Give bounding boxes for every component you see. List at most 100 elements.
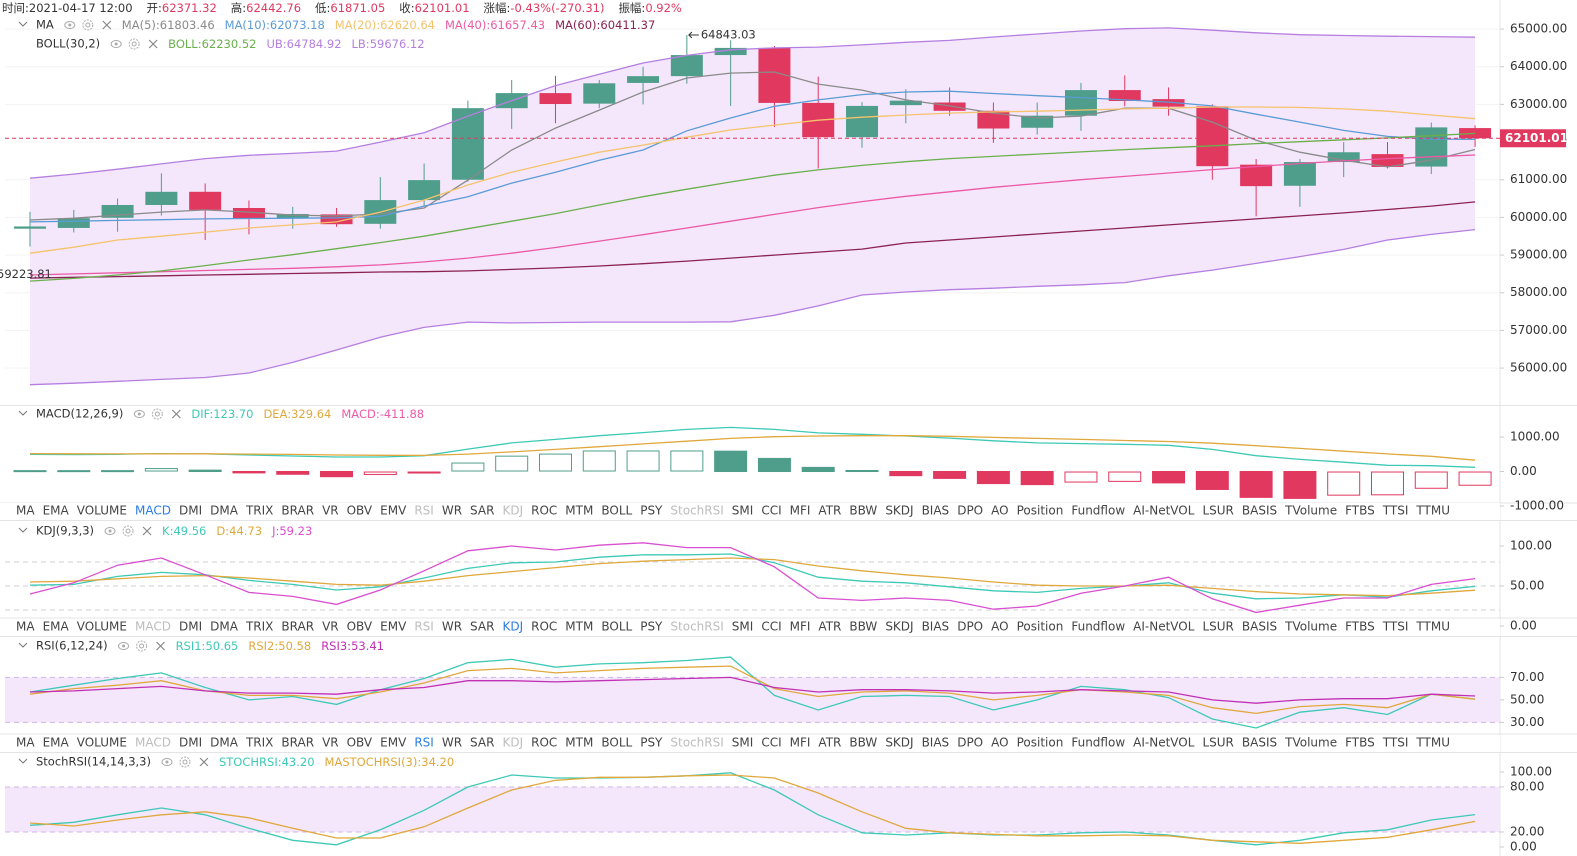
indicator-tab[interactable]: RSI bbox=[414, 504, 434, 518]
indicator-tab[interactable]: Fundflow bbox=[1071, 504, 1125, 518]
indicator-tab[interactable]: VOLUME bbox=[77, 736, 127, 750]
indicator-tab[interactable]: BRAR bbox=[281, 620, 314, 634]
icon-close[interactable] bbox=[171, 409, 181, 419]
indicator-tab[interactable]: TVolume bbox=[1284, 736, 1337, 750]
indicator-tab[interactable]: CCI bbox=[761, 504, 781, 518]
indicator-tab[interactable]: RSI bbox=[414, 620, 434, 634]
indicator-tab[interactable]: ROC bbox=[531, 736, 557, 750]
indicator-tab[interactable]: SAR bbox=[470, 736, 494, 750]
indicator-tab[interactable]: SKDJ bbox=[885, 620, 913, 634]
indicator-tab[interactable]: PSY bbox=[640, 620, 663, 634]
indicator-tab[interactable]: Position bbox=[1017, 504, 1064, 518]
indicator-tab[interactable]: RSI bbox=[414, 736, 434, 750]
icon-settings[interactable] bbox=[122, 525, 134, 537]
icon-settings[interactable] bbox=[128, 38, 140, 50]
indicator-tab[interactable]: TRIX bbox=[245, 736, 273, 750]
indicator-tab[interactable]: FTBS bbox=[1345, 620, 1375, 634]
indicator-tab[interactable]: ROC bbox=[531, 504, 557, 518]
indicator-tab[interactable]: FTBS bbox=[1345, 504, 1375, 518]
indicator-tab[interactable]: TRIX bbox=[245, 620, 273, 634]
indicator-tab[interactable]: LSUR bbox=[1202, 620, 1233, 634]
icon-eye[interactable] bbox=[64, 21, 76, 29]
indicator-tab[interactable]: EMV bbox=[380, 620, 407, 634]
indicator-tab[interactable]: SAR bbox=[470, 504, 494, 518]
indicator-tab[interactable]: MTM bbox=[565, 620, 593, 634]
indicator-tab[interactable]: OBV bbox=[347, 736, 373, 750]
indicator-tab[interactable]: TTSI bbox=[1382, 620, 1409, 634]
indicator-tab[interactable]: WR bbox=[442, 620, 462, 634]
indicator-tab[interactable]: EMA bbox=[43, 736, 70, 750]
indicator-tab[interactable]: CCI bbox=[761, 620, 781, 634]
indicator-tab[interactable]: VR bbox=[322, 736, 339, 750]
indicator-tab[interactable]: SKDJ bbox=[885, 736, 913, 750]
icon-eye[interactable] bbox=[161, 758, 173, 766]
indicator-tab[interactable]: DMA bbox=[210, 736, 239, 750]
indicator-tab[interactable]: EMV bbox=[380, 736, 407, 750]
indicator-tab[interactable]: Position bbox=[1017, 620, 1064, 634]
indicator-tab[interactable]: MTM bbox=[565, 736, 593, 750]
indicator-tab[interactable]: KDJ bbox=[502, 620, 523, 634]
indicator-tab[interactable]: MA bbox=[16, 504, 35, 518]
indicator-tab[interactable]: BASIS bbox=[1242, 736, 1277, 750]
icon-settings[interactable] bbox=[179, 756, 191, 768]
indicator-tab[interactable]: VOLUME bbox=[77, 504, 127, 518]
indicator-tab[interactable]: BIAS bbox=[922, 736, 950, 750]
indicator-tab[interactable]: WR bbox=[442, 736, 462, 750]
indicator-tab[interactable]: SMI bbox=[732, 504, 754, 518]
indicator-tab[interactable]: EMA bbox=[43, 620, 70, 634]
indicator-tab[interactable]: TVolume bbox=[1284, 620, 1337, 634]
icon-settings[interactable] bbox=[82, 19, 94, 31]
indicator-tab[interactable]: BOLL bbox=[601, 620, 632, 634]
indicator-tab[interactable]: DMI bbox=[179, 736, 202, 750]
indicator-tab[interactable]: SAR bbox=[470, 620, 494, 634]
icon-close[interactable] bbox=[199, 757, 209, 767]
indicator-tab[interactable]: AI-NetVOL bbox=[1133, 504, 1195, 518]
indicator-tab[interactable]: BRAR bbox=[281, 736, 314, 750]
indicator-tab[interactable]: AO bbox=[991, 620, 1008, 634]
indicator-tab[interactable]: MACD bbox=[135, 504, 171, 518]
indicator-tab[interactable]: TTMU bbox=[1415, 504, 1450, 518]
icon-eye[interactable] bbox=[118, 642, 130, 650]
icon-close[interactable] bbox=[142, 526, 152, 536]
indicator-tab[interactable]: EMV bbox=[380, 504, 407, 518]
indicator-tab[interactable]: AI-NetVOL bbox=[1133, 736, 1195, 750]
indicator-tab[interactable]: DMA bbox=[210, 504, 239, 518]
indicator-tab[interactable]: MA bbox=[16, 620, 35, 634]
indicator-tab[interactable]: BBW bbox=[849, 620, 877, 634]
indicator-tab[interactable]: KDJ bbox=[502, 504, 523, 518]
indicator-tab[interactable]: WR bbox=[442, 504, 462, 518]
indicator-tab[interactable]: TTMU bbox=[1415, 736, 1450, 750]
indicator-tab[interactable]: DPO bbox=[957, 504, 983, 518]
indicator-tab[interactable]: BRAR bbox=[281, 504, 314, 518]
indicator-tab[interactable]: SKDJ bbox=[885, 504, 913, 518]
indicator-tab[interactable]: EMA bbox=[43, 504, 70, 518]
indicator-tab[interactable]: TRIX bbox=[245, 504, 273, 518]
indicator-tab[interactable]: AO bbox=[991, 504, 1008, 518]
icon-settings[interactable] bbox=[136, 640, 148, 652]
indicator-tab[interactable]: ATR bbox=[818, 620, 841, 634]
indicator-tab[interactable]: DMI bbox=[179, 620, 202, 634]
indicator-tab[interactable]: LSUR bbox=[1202, 504, 1233, 518]
indicator-tab[interactable]: BIAS bbox=[922, 504, 950, 518]
indicator-tab[interactable]: SMI bbox=[732, 736, 754, 750]
indicator-tab[interactable]: BIAS bbox=[922, 620, 950, 634]
indicator-tab[interactable]: OBV bbox=[347, 504, 373, 518]
indicator-tab[interactable]: VOLUME bbox=[77, 620, 127, 634]
indicator-tab[interactable]: BOLL bbox=[601, 504, 632, 518]
indicator-tab[interactable]: ATR bbox=[818, 504, 841, 518]
indicator-tab[interactable]: BASIS bbox=[1242, 504, 1277, 518]
indicator-tab[interactable]: PSY bbox=[640, 504, 663, 518]
indicator-tab[interactable]: Fundflow bbox=[1071, 620, 1125, 634]
indicator-tab[interactable]: SMI bbox=[732, 620, 754, 634]
collapse-chevron[interactable] bbox=[18, 527, 28, 533]
indicator-tab[interactable]: MFI bbox=[790, 736, 811, 750]
icon-settings[interactable] bbox=[151, 408, 163, 420]
icon-eye[interactable] bbox=[104, 527, 116, 535]
indicator-tab[interactable]: AO bbox=[991, 736, 1008, 750]
indicator-tab[interactable]: TTMU bbox=[1415, 620, 1450, 634]
indicator-tab[interactable]: Position bbox=[1017, 736, 1064, 750]
indicator-tab[interactable]: DPO bbox=[957, 620, 983, 634]
indicator-tab[interactable]: MTM bbox=[565, 504, 593, 518]
indicator-tab[interactable]: BBW bbox=[849, 736, 877, 750]
icon-close[interactable] bbox=[148, 39, 158, 49]
